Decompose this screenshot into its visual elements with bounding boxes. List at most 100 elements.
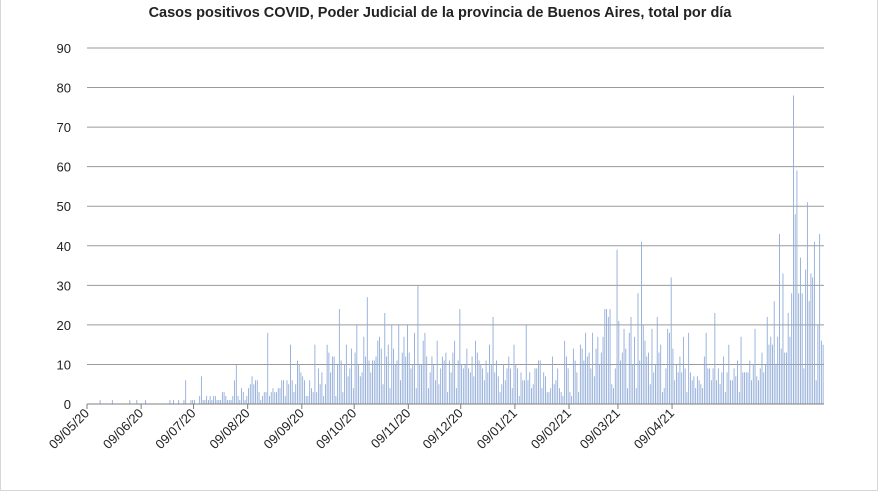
bar (578, 392, 580, 404)
bar (410, 368, 412, 404)
bar (662, 392, 663, 404)
bar (270, 392, 272, 404)
bar (304, 380, 305, 404)
bar (284, 396, 286, 404)
bar (281, 380, 283, 404)
bar (136, 400, 138, 404)
bar (585, 332, 587, 404)
bar (293, 392, 295, 404)
bar (382, 384, 384, 404)
bar (291, 380, 293, 404)
bar (609, 309, 611, 404)
bar (424, 332, 426, 404)
bar (621, 352, 623, 404)
bar (644, 340, 646, 404)
bar (316, 392, 318, 404)
bar (473, 376, 475, 404)
bar (709, 368, 711, 404)
bar (290, 344, 291, 404)
bar (345, 344, 347, 404)
bar (604, 309, 606, 404)
bar (731, 380, 733, 404)
bar (768, 344, 770, 404)
bar (482, 368, 483, 404)
bar (267, 332, 269, 404)
bar (398, 324, 400, 404)
bar (794, 214, 796, 404)
bar (780, 348, 782, 404)
bar (393, 348, 394, 404)
bar (597, 336, 599, 404)
bar (372, 360, 373, 404)
bar (682, 336, 684, 404)
bar (263, 392, 265, 404)
bar (777, 336, 779, 404)
bar (333, 356, 335, 404)
bar (513, 344, 515, 404)
bar (255, 380, 256, 404)
bar (302, 376, 304, 404)
bar (213, 396, 215, 404)
bar (405, 356, 407, 404)
bar (476, 352, 478, 404)
bar (447, 392, 449, 404)
bar (506, 368, 508, 404)
bar (361, 372, 363, 404)
bar (653, 372, 655, 404)
bar (684, 368, 686, 404)
bar (384, 313, 386, 404)
bar (791, 293, 793, 404)
bar (218, 400, 220, 404)
bar (553, 384, 555, 404)
bar (426, 356, 428, 404)
bar (590, 368, 592, 404)
bar (632, 364, 634, 404)
bar (274, 392, 276, 404)
bar (616, 249, 618, 404)
bar (815, 380, 817, 404)
y-tick-label: 50 (57, 199, 71, 214)
bar (401, 352, 403, 404)
bar (365, 356, 366, 404)
x-tick-label: 09/07/20 (152, 406, 198, 452)
bar (305, 396, 307, 404)
bar (667, 328, 669, 404)
bar (592, 332, 594, 404)
bar (256, 380, 258, 404)
bar (407, 324, 408, 404)
bar (705, 332, 707, 404)
bar (249, 384, 251, 404)
bar (324, 384, 326, 404)
bar (207, 400, 209, 404)
bar-series (99, 95, 824, 404)
bar (665, 368, 667, 404)
bar (490, 364, 492, 404)
bar (515, 364, 517, 404)
bar (340, 360, 342, 404)
bar (696, 376, 698, 404)
bar (199, 396, 201, 404)
bar (326, 344, 328, 404)
bar (759, 368, 761, 404)
bar (801, 293, 803, 404)
bar (672, 348, 674, 404)
bar (758, 380, 759, 404)
bar (471, 356, 473, 404)
bar (702, 388, 704, 404)
bar (129, 400, 131, 404)
bar (434, 380, 436, 404)
bar (265, 392, 267, 404)
bar (359, 376, 361, 404)
x-tick-label: 09/11/20 (368, 406, 414, 452)
bar (468, 368, 470, 404)
bar (763, 372, 765, 404)
bar (478, 360, 480, 404)
bar (496, 360, 497, 404)
bar (475, 340, 477, 404)
bar (220, 400, 222, 404)
bar (524, 380, 525, 404)
bar (455, 388, 457, 404)
bar (714, 313, 716, 404)
bar (209, 396, 211, 404)
bar (634, 336, 635, 404)
